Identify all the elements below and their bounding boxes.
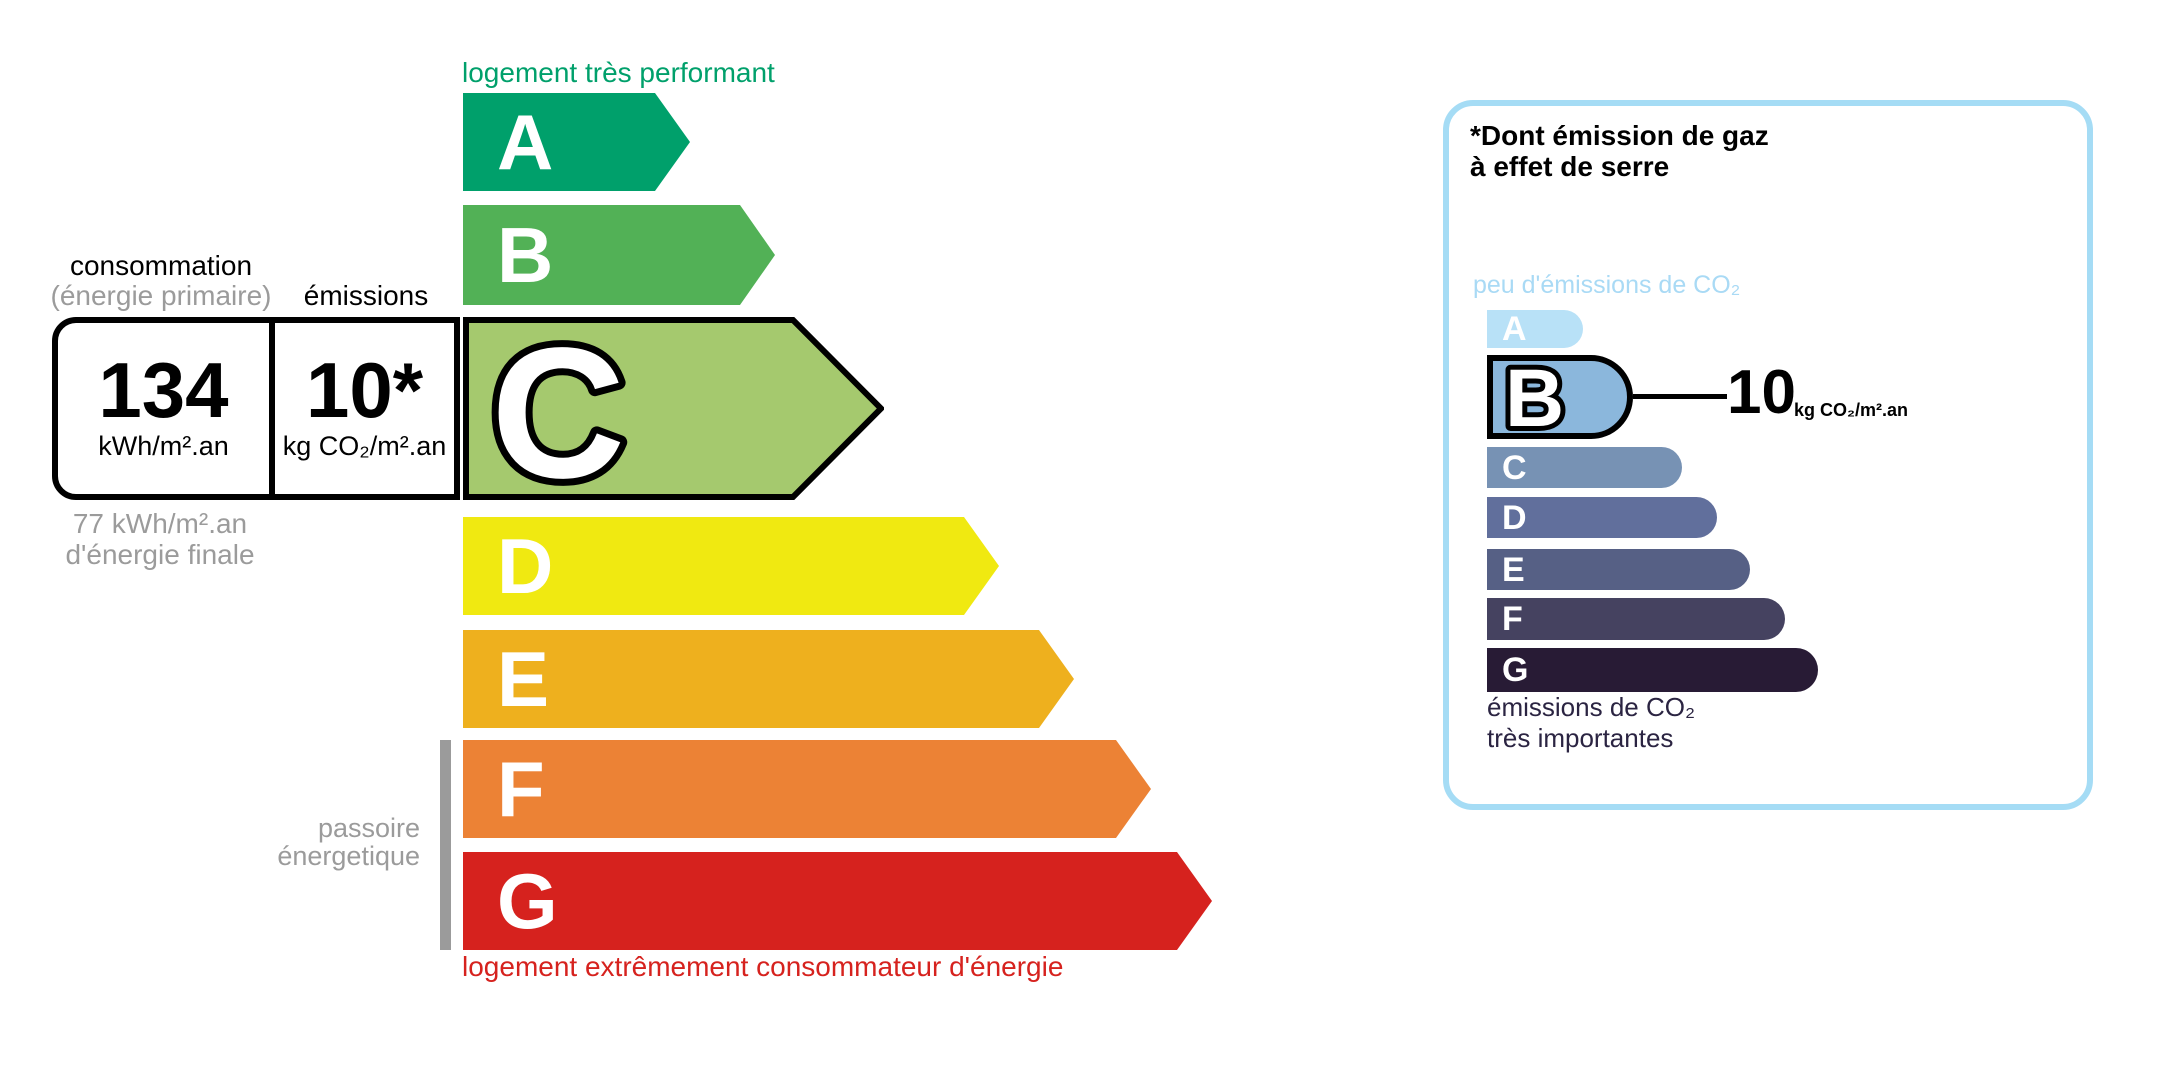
consumption-box: 134 kWh/m².an 10* kg CO₂/m².an [52,317,460,500]
passoire-label: passoire énergetique [277,814,420,870]
energy-bottom-label: logement extrêmement consommateur d'éner… [462,951,1064,982]
energy-bar-letter-B: B [497,211,554,299]
consumption-header: consommation [69,250,253,281]
consumption-value: 134 [98,346,229,434]
co2-panel-title-line2: à effet de serre [1470,151,1670,182]
co2-bar-letter-C: C [1502,448,1527,487]
co2-bar-G: G [1487,648,1818,692]
co2-panel-title-line1: *Dont émission de gaz [1470,120,1769,151]
co2-value-unit: kg CO₂/m².an [1794,400,1909,420]
final-energy-label: 77 kWh/m².an d'énergie finale [65,508,254,570]
energy-bar-letter-A: A [497,98,554,186]
energy-bar-E: E [463,630,1074,728]
consumption-cell: 134 kWh/m².an [58,323,269,494]
co2-bar-letter-A: A [1502,310,1527,348]
energy-bar-letter-C: C [491,317,625,500]
energy-bar-C: C [463,303,886,524]
co2-bar-D: D [1487,497,1717,538]
emissions-unit: kg CO₂/m².an [282,431,447,461]
energy-bar-A: A [463,93,690,191]
energy-top-label: logement très performant [462,57,775,88]
energy-bar-letter-D: D [497,522,554,610]
emissions-header: émissions [303,280,429,311]
energy-bar-B: B [463,205,775,305]
co2-bottom-label-line1: émissions de CO₂ [1487,692,1696,722]
box-divider [269,323,275,494]
consumption-subheader: (énergie primaire) [50,280,272,311]
co2-bar-E: E [1487,549,1750,590]
energy-bar-G: G [463,852,1212,950]
energy-bar-letter-F: F [497,745,545,833]
co2-bar-F: F [1487,598,1785,640]
co2-value-connector-line [1633,394,1727,399]
co2-bar-letter-E: E [1502,550,1525,589]
consumption-unit: kWh/m².an [98,431,229,461]
emissions-cell: 10* kg CO₂/m².an [275,323,454,494]
co2-bar-letter-B: B [1505,361,1564,433]
co2-bar-letter-G: G [1502,651,1529,689]
energy-bar-F: F [463,740,1151,838]
final-energy-line1: 77 kWh/m².an [72,508,248,539]
emissions-value: 10* [305,346,424,434]
co2-bar-A: A [1487,310,1583,348]
energy-bar-letter-G: G [497,857,558,945]
co2-value: 10 [1727,358,1796,427]
co2-bottom-label-line2: très importantes [1487,723,1674,753]
energy-bar-D: D [463,517,999,615]
final-energy-line2: d'énergie finale [65,539,255,570]
energy-bar-selected-shape [463,317,886,500]
co2-bottom-label: émissions de CO₂ très importantes [1487,692,1695,754]
energy-bar-letter-E: E [497,635,550,723]
co2-panel-title: *Dont émission de gaz à effet de serre [1470,120,1769,182]
passoire-line1: passoire [317,813,420,843]
co2-top-label: peu d'émissions de CO₂ [1473,271,1741,299]
co2-bar-letter-D: D [1502,498,1527,537]
co2-bar-letter-F: F [1502,600,1523,638]
co2-bar-B: B [1487,355,1633,439]
passoire-rule [440,740,451,950]
passoire-line2: énergetique [277,841,420,871]
co2-bar-C: C [1487,447,1682,488]
